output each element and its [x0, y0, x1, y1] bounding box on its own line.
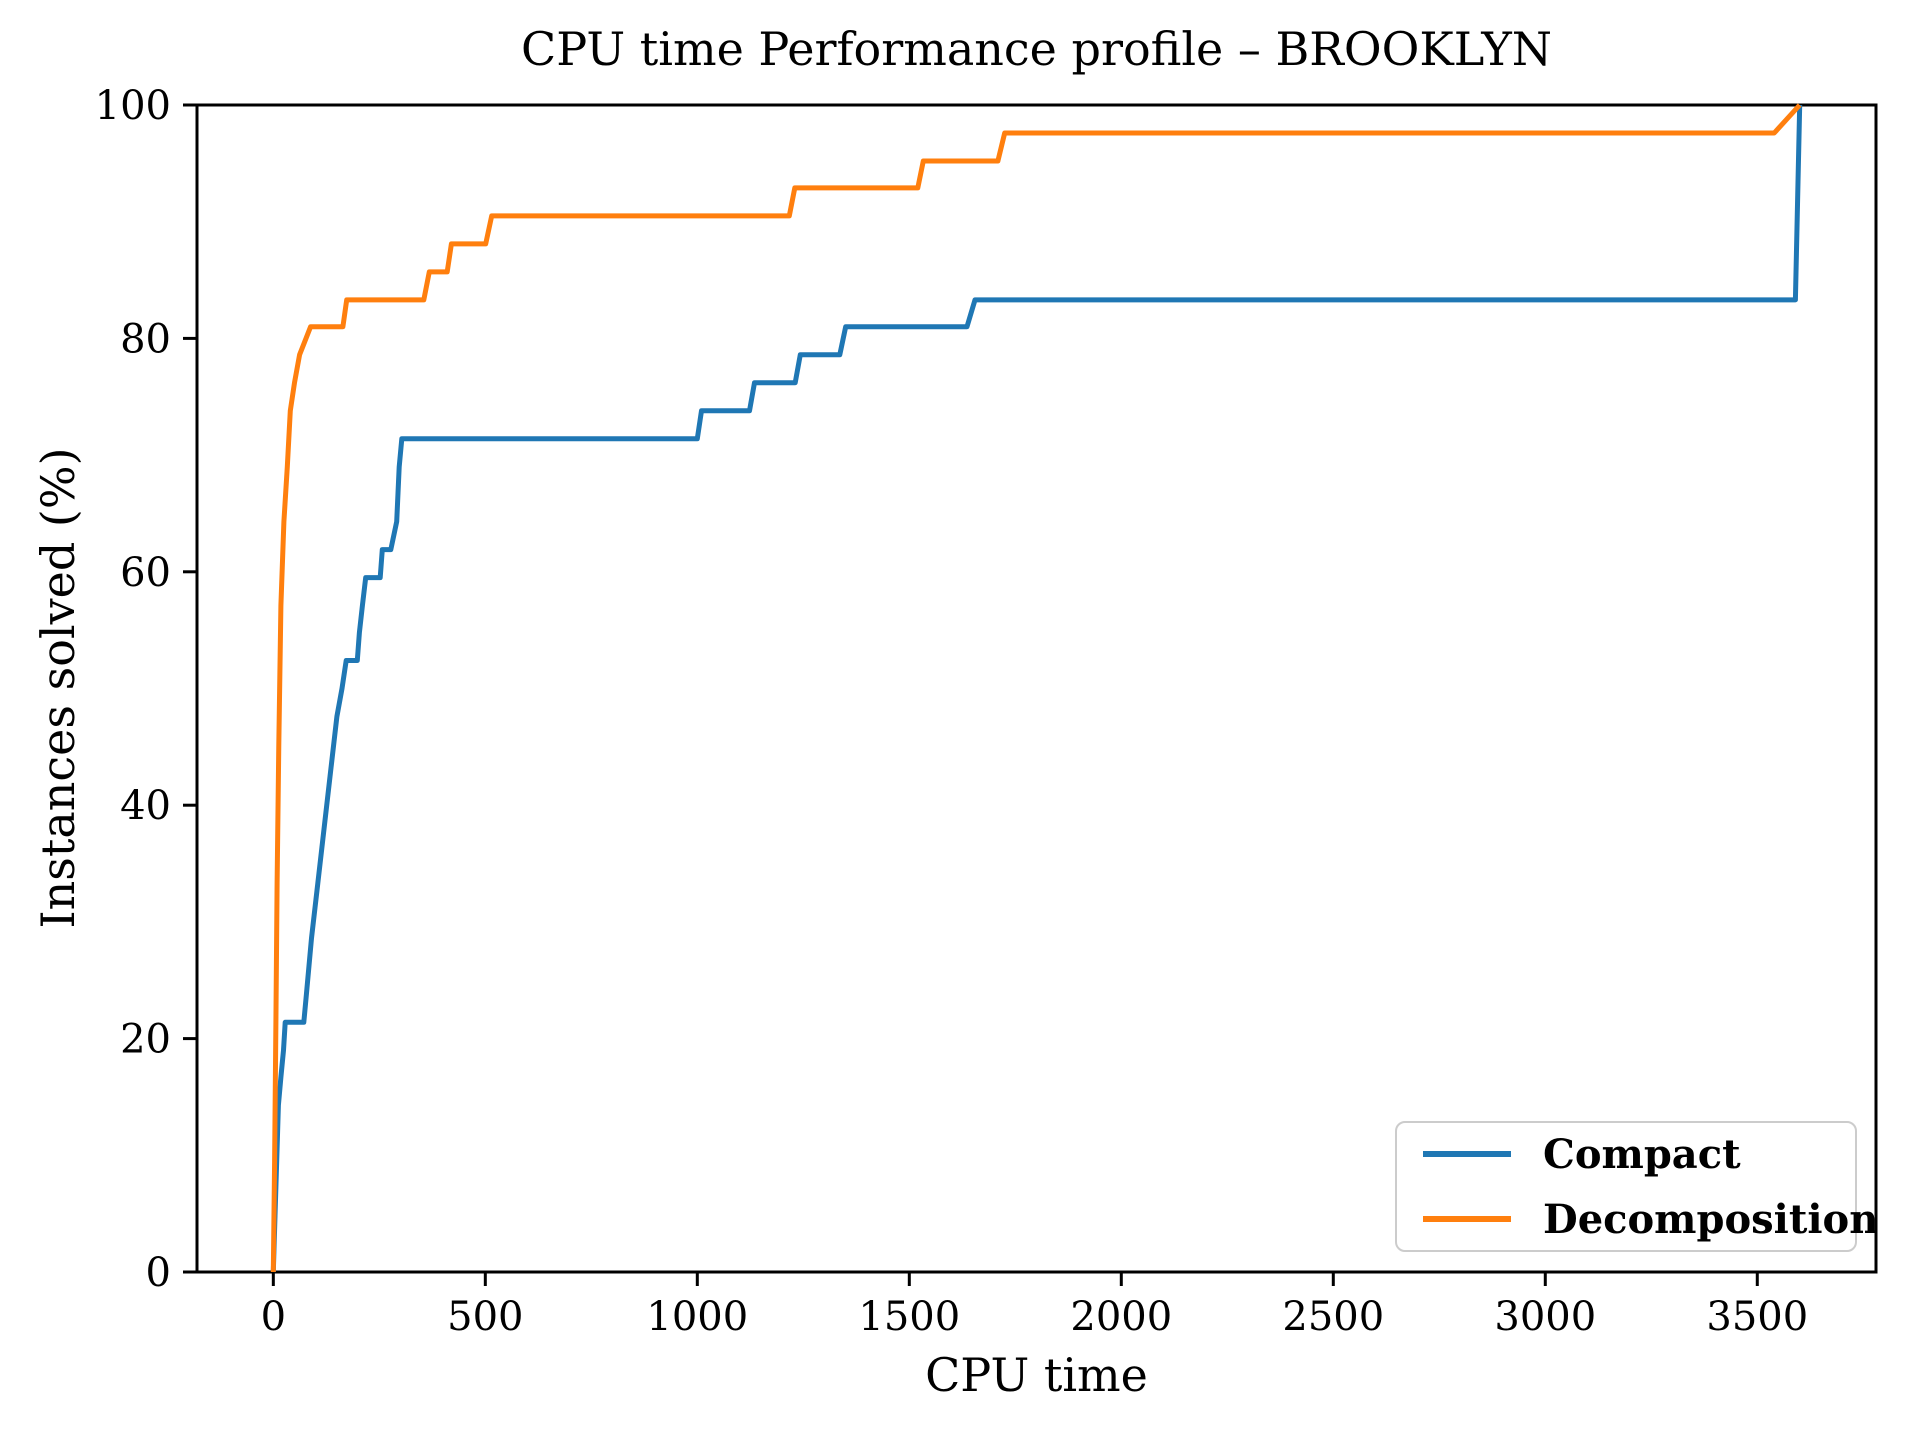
y-tick-label: 40 — [120, 783, 171, 829]
legend-label-decomposition: Decomposition — [1543, 1195, 1879, 1243]
y-tick-label: 0 — [146, 1250, 171, 1296]
legend-label-compact: Compact — [1543, 1130, 1741, 1178]
y-tick-label: 60 — [120, 550, 171, 596]
x-axis-label: CPU time — [925, 1348, 1148, 1402]
x-tick-label: 3500 — [1706, 1294, 1808, 1340]
series-line-decomposition — [270, 103, 1802, 1273]
x-tick-label: 2000 — [1070, 1294, 1172, 1340]
y-tick-label: 80 — [120, 316, 171, 362]
x-tick-label: 3000 — [1494, 1294, 1596, 1340]
plot-generated-content: 0 500 1000 1500 2000 2500 3000 3500 0 20 40 60 80 100 — [95, 83, 1878, 1340]
compact-line-swatch — [1423, 1151, 1511, 1157]
legend: Compact Decomposition — [1395, 1121, 1878, 1252]
x-tick-label: 2500 — [1282, 1294, 1384, 1340]
y-axis-label: Instances solved (%) — [31, 447, 85, 929]
series-line-compact — [270, 104, 1803, 1273]
legend-item-decomposition: Decomposition — [1423, 1196, 1878, 1243]
x-tick-label: 1500 — [858, 1294, 960, 1340]
y-tick-label: 100 — [95, 83, 171, 129]
x-tick-label: 500 — [447, 1294, 523, 1340]
x-tick-label: 1000 — [646, 1294, 748, 1340]
decomposition-line-swatch — [1423, 1216, 1511, 1222]
x-tick-label: 0 — [261, 1294, 286, 1340]
legend-item-compact: Compact — [1423, 1131, 1835, 1178]
plot-frame — [195, 103, 1878, 1274]
chart-title: CPU time Performance profile – BROOKLYN — [521, 22, 1552, 76]
y-tick-label: 20 — [120, 1017, 171, 1063]
